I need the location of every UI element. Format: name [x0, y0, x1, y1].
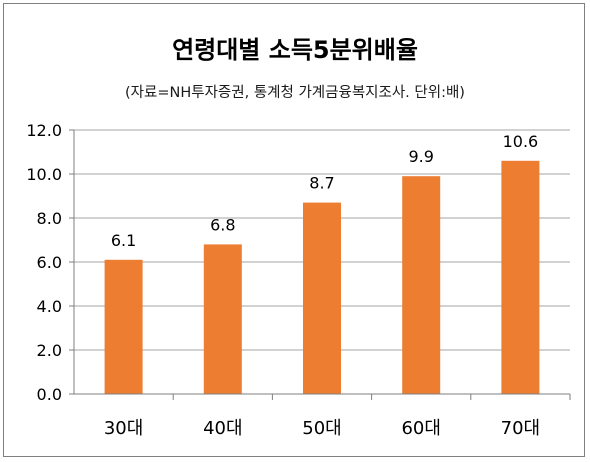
data-label: 6.1 — [111, 231, 136, 250]
data-label: 9.9 — [408, 147, 433, 166]
y-tick-label: 4.0 — [37, 297, 62, 316]
axes — [69, 129, 571, 400]
chart-frame — [3, 3, 585, 457]
bar — [402, 176, 441, 394]
x-tick-label: 50대 — [302, 418, 341, 439]
y-tick-label: 2.0 — [37, 341, 62, 360]
y-tick-label: 0.0 — [37, 385, 62, 404]
x-tick-label: 70대 — [501, 418, 540, 439]
data-label: 6.8 — [210, 215, 235, 234]
x-tick-label: 30대 — [104, 418, 143, 439]
chart-title: 연령대별 소득5분위배율 — [172, 36, 418, 64]
y-tick-label: 10.0 — [26, 165, 62, 184]
chart-subtitle: (자료=NH투자증권, 통계청 가계금융복지조사. 단위:배) — [125, 85, 465, 101]
bar — [501, 160, 540, 394]
bar — [303, 202, 341, 394]
data-label: 8.7 — [309, 174, 334, 193]
bars — [104, 160, 540, 394]
data-label: 10.6 — [503, 132, 539, 151]
y-tick-label: 6.0 — [37, 253, 62, 272]
labels: 0.0 2.0 4.0 6.0 8.0 10.0 12.0 6.1 30대 6.8 40대 8.7 50… — [26, 121, 540, 439]
y-tick-label: 12.0 — [26, 121, 62, 140]
x-tick-label: 60대 — [401, 418, 440, 439]
x-tick-label: 40대 — [203, 418, 242, 439]
y-tick-label: 8.0 — [37, 209, 62, 228]
bar — [104, 259, 143, 394]
bar — [203, 244, 242, 394]
